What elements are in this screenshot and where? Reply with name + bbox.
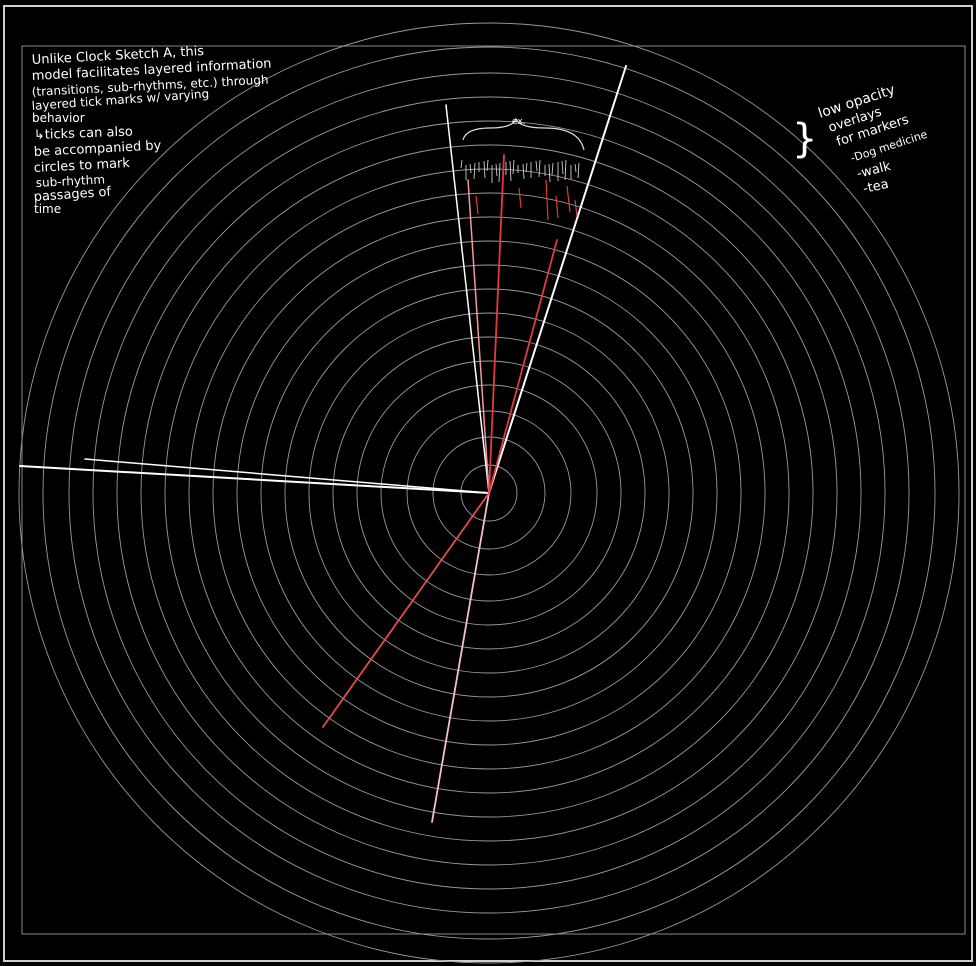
note-left-line-5: behavior [32, 111, 85, 125]
hand-top-red-2 [488, 239, 558, 494]
example-bracket [462, 117, 585, 151]
ring-4 [380, 384, 598, 602]
hand-top-left-boundary [445, 104, 490, 494]
tick-mark [535, 160, 538, 172]
hand-top-pink-1 [467, 179, 490, 494]
tick-mark-red [545, 179, 549, 221]
tick-mark [561, 160, 564, 175]
ring-5 [356, 360, 622, 626]
note-left-line-9: sub-rhythm [35, 172, 105, 190]
ring-12 [188, 192, 790, 794]
tick-mark [577, 162, 580, 179]
note-right-brace: } [792, 116, 817, 162]
tick-mark [509, 160, 512, 182]
tick-mark-red [555, 195, 559, 219]
tick-mark [495, 163, 498, 177]
outer-frame [3, 5, 973, 962]
tick-mark [574, 163, 577, 173]
ring-18 [42, 46, 936, 940]
note-left-line-11: time [34, 202, 61, 216]
tick-mark [486, 159, 489, 172]
hand-left-long [19, 465, 490, 494]
tick-mark [525, 162, 528, 173]
note-right-line-6: -tea [862, 177, 890, 197]
ring-3 [406, 410, 572, 576]
tick-mark [473, 162, 476, 180]
tick-mark-red [574, 199, 578, 217]
tick-mark-red [475, 195, 479, 215]
tick-mark [538, 159, 541, 178]
ring-9 [260, 264, 718, 722]
ring-11 [212, 216, 766, 770]
tick-marks-band [460, 159, 580, 221]
clock-hands [19, 65, 627, 823]
note-left-line-7: be accompanied by [33, 138, 162, 160]
note-left-line-8: circles to mark [33, 156, 130, 176]
tick-mark [483, 160, 486, 179]
hand-top-right-boundary [488, 65, 627, 494]
tick-mark [512, 159, 515, 175]
tick-mark [460, 159, 463, 169]
tick-mark-red [566, 185, 571, 213]
tick-mark [551, 162, 554, 176]
tick-mark-red [518, 187, 522, 209]
right-note: } low opacity overlays for markers -Dog … [792, 82, 929, 197]
ring-15 [116, 120, 862, 866]
hand-top-red-1 [488, 154, 505, 494]
tick-mark [548, 163, 551, 183]
note-left-line-6: ↳ticks can also [34, 125, 133, 143]
ring-8 [284, 288, 694, 698]
tick-mark [564, 159, 567, 181]
ring-2 [432, 436, 546, 550]
hand-bottom-pink [431, 492, 490, 823]
ring-16 [92, 96, 886, 890]
hand-bottom-red [322, 492, 490, 728]
tick-mark [469, 163, 472, 174]
note-left-line-10: passages of [33, 185, 112, 205]
ring-13 [164, 168, 814, 818]
ring-6 [332, 336, 646, 650]
tick-mark [522, 163, 525, 180]
inner-frame [21, 45, 966, 935]
ring-17 [68, 72, 910, 914]
ring-1 [460, 464, 518, 522]
ring-19 [18, 22, 960, 964]
bracket-label: ex. [512, 117, 526, 127]
concentric-rings [18, 22, 960, 964]
hand-left-short [84, 458, 490, 494]
left-note: Unlike Clock Sketch A, this model facili… [31, 44, 272, 216]
ring-10 [236, 240, 742, 746]
ring-14 [140, 144, 838, 842]
ring-7 [308, 312, 670, 674]
tick-mark [498, 162, 501, 183]
